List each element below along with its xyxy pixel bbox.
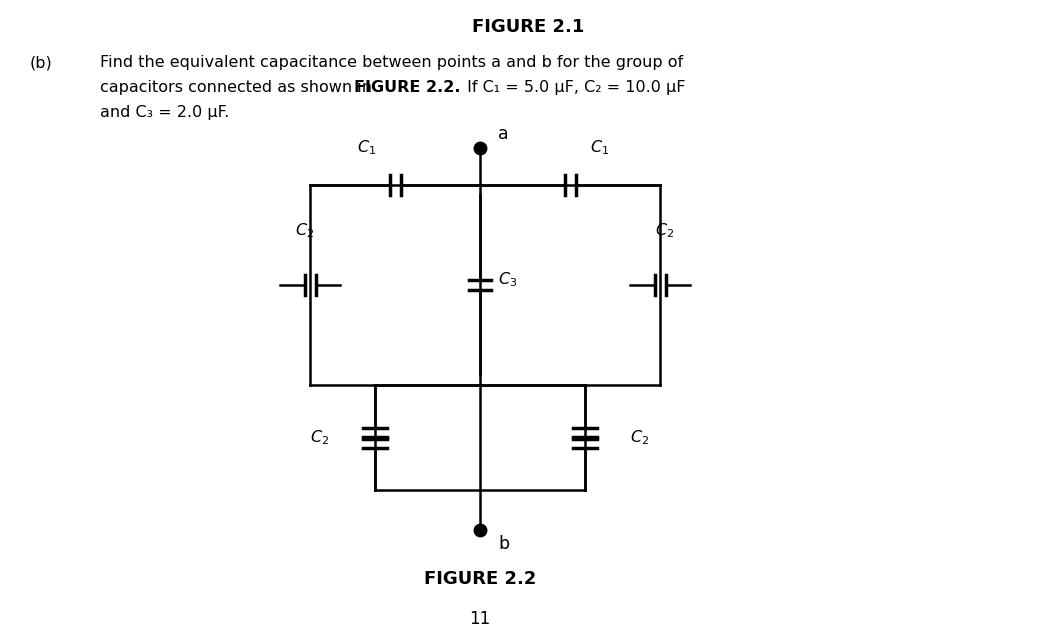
Text: If C₁ = 5.0 μF, C₂ = 10.0 μF: If C₁ = 5.0 μF, C₂ = 10.0 μF <box>462 80 686 95</box>
Text: $C_1$: $C_1$ <box>357 138 376 157</box>
Text: b: b <box>498 535 509 553</box>
Text: FIGURE 2.2.: FIGURE 2.2. <box>354 80 461 95</box>
Text: $C_1$: $C_1$ <box>590 138 609 157</box>
Text: FIGURE 2.2: FIGURE 2.2 <box>424 570 536 588</box>
Text: and C₃ = 2.0 μF.: and C₃ = 2.0 μF. <box>100 105 229 120</box>
Text: $C_2$: $C_2$ <box>630 428 650 447</box>
Text: Find the equivalent capacitance between points a and b for the group of: Find the equivalent capacitance between … <box>100 55 683 70</box>
Text: $C_3$: $C_3$ <box>498 271 517 289</box>
Text: $C_2$: $C_2$ <box>295 221 315 240</box>
Text: a: a <box>498 125 508 143</box>
Text: (b): (b) <box>30 55 53 70</box>
Text: 11: 11 <box>469 610 490 628</box>
Text: $C_2$: $C_2$ <box>655 221 674 240</box>
Text: $C_2$: $C_2$ <box>311 428 330 447</box>
Text: capacitors connected as shown in: capacitors connected as shown in <box>100 80 377 95</box>
Text: FIGURE 2.1: FIGURE 2.1 <box>471 18 585 36</box>
